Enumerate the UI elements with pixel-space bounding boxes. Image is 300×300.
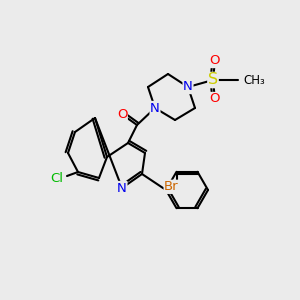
Text: N: N — [183, 80, 193, 94]
Text: O: O — [210, 92, 220, 106]
Text: N: N — [117, 182, 127, 194]
Text: O: O — [117, 107, 127, 121]
Text: CH₃: CH₃ — [243, 74, 265, 86]
Text: O: O — [210, 55, 220, 68]
Text: N: N — [150, 101, 160, 115]
Text: Br: Br — [164, 180, 179, 193]
Text: Cl: Cl — [50, 172, 64, 184]
Text: S: S — [208, 73, 218, 88]
